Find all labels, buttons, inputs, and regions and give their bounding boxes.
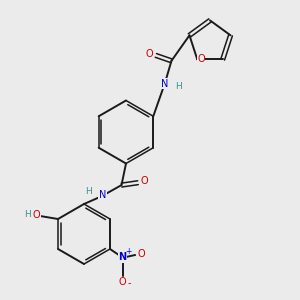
Text: H: H — [24, 210, 31, 219]
Text: N: N — [118, 252, 127, 262]
Text: O: O — [141, 176, 148, 186]
Text: N: N — [161, 79, 169, 88]
Text: H: H — [85, 187, 92, 196]
Text: -: - — [128, 278, 131, 289]
Text: H: H — [175, 82, 182, 91]
Text: +: + — [125, 248, 131, 256]
Text: O: O — [138, 249, 146, 260]
Text: N: N — [99, 190, 106, 200]
Text: O: O — [33, 210, 40, 220]
Text: O: O — [119, 277, 126, 287]
Text: O: O — [146, 49, 153, 59]
Text: O: O — [197, 54, 205, 64]
